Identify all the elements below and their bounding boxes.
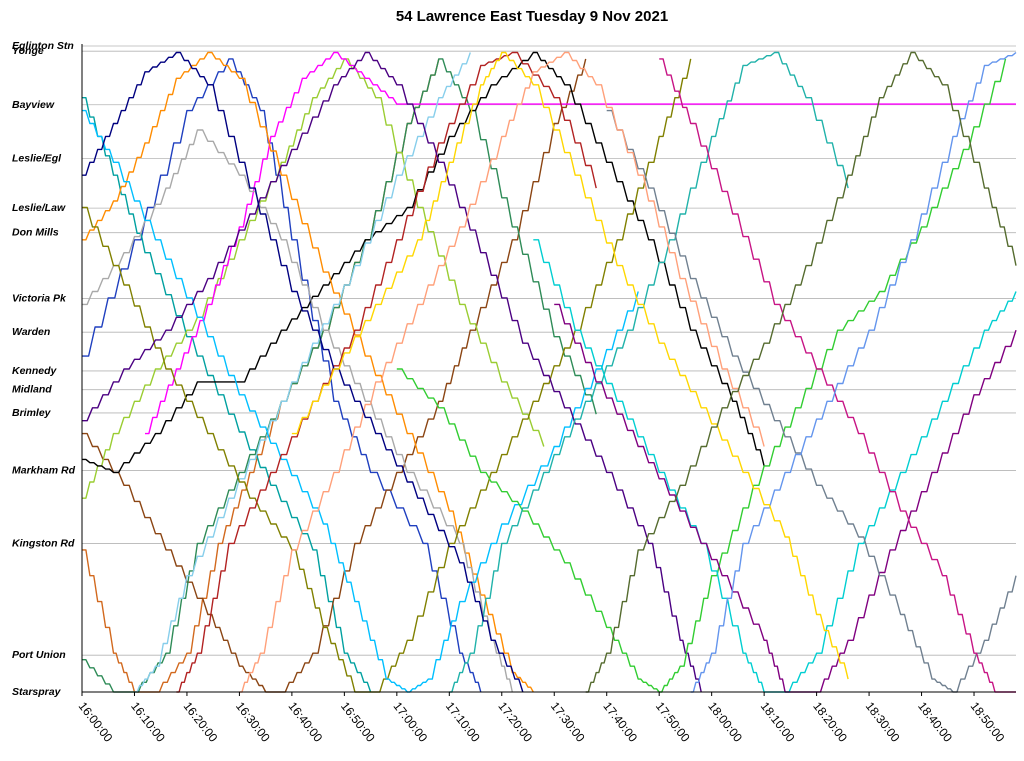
trip-line-20 (659, 58, 1016, 693)
x-tick-label: 16:20:00 (181, 699, 221, 745)
x-tick-label: 18:10:00 (758, 699, 798, 745)
x-tick-label: 18:40:00 (915, 699, 955, 745)
x-tick-label: 16:30:00 (233, 699, 273, 745)
stop-label: Don Mills (12, 227, 59, 239)
x-tick-label: 17:50:00 (653, 699, 693, 745)
trip-line-0 (82, 58, 482, 693)
stop-label: Leslie/Egl (12, 152, 62, 164)
trip-line-24 (291, 51, 849, 680)
stop-label: Kennedy (12, 365, 58, 377)
x-tick-label: 16:10:00 (128, 699, 168, 745)
stop-label: Kingston Rd (12, 537, 75, 549)
trip-line-22 (239, 51, 765, 693)
stop-label: Starspray (12, 686, 62, 698)
trip-line-2 (82, 97, 372, 693)
trip-line-13 (176, 51, 597, 693)
stop-label: Markham Rd (12, 464, 76, 476)
x-tick-label: 17:20:00 (495, 699, 535, 745)
x-tick-label: 16:50:00 (338, 699, 378, 745)
trip-line-8 (82, 51, 534, 693)
x-tick-label: 17:30:00 (548, 699, 588, 745)
chart-title: 54 Lawrence East Tuesday 9 Nov 2021 (395, 8, 669, 25)
x-tick-label: 16:00:00 (76, 699, 116, 745)
x-tick-label: 18:00:00 (705, 699, 745, 745)
trip-line-9 (82, 129, 513, 693)
trip-line-21 (690, 51, 1017, 693)
trip-line-1 (82, 58, 440, 693)
stop-label: Leslie/Law (12, 202, 66, 214)
trip-line-23 (82, 51, 524, 693)
trip-line-15 (396, 58, 1007, 693)
stop-label: Victoria Pk (12, 293, 67, 305)
stop-label: Warden (12, 326, 50, 338)
tick-layer: 16:00:00 16:10:00 16:20:00 16:30:00 16:40:00… (76, 692, 1008, 745)
trip-line-18 (554, 303, 1017, 693)
x-tick-label: 16:40:00 (286, 699, 326, 745)
trip-line-11 (82, 58, 692, 693)
trip-line-16 (449, 51, 849, 693)
x-tick-label: 18:30:00 (863, 699, 903, 745)
stop-label: Yonge (12, 45, 44, 57)
stop-label: Eglinton Stn (12, 40, 74, 52)
x-tick-label: 17:40:00 (600, 699, 640, 745)
stop-label: Bayview (12, 99, 55, 111)
trip-line-14 (82, 51, 702, 693)
trip-line-25 (585, 51, 1017, 693)
series-layer (82, 51, 1017, 693)
trip-line-6 (145, 51, 1016, 435)
grid-layer (82, 45, 1016, 693)
trip-line-12 (82, 109, 639, 693)
x-tick-label: 18:20:00 (810, 699, 850, 745)
trip-line-19 (606, 109, 1017, 693)
stop-label: Midland (12, 384, 52, 396)
x-tick-label: 17:10:00 (443, 699, 483, 745)
trip-line-3 (82, 58, 587, 693)
x-tick-label: 17:00:00 (390, 699, 430, 745)
trip-line-10 (134, 52, 471, 693)
stop-label: Port Union (12, 649, 66, 661)
frame-layer (81, 44, 1016, 693)
trip-line-5 (82, 58, 545, 499)
stop-label: Brimley (12, 407, 52, 419)
trip-line-7 (82, 51, 765, 474)
x-tick-label: 18:50:00 (968, 699, 1008, 745)
